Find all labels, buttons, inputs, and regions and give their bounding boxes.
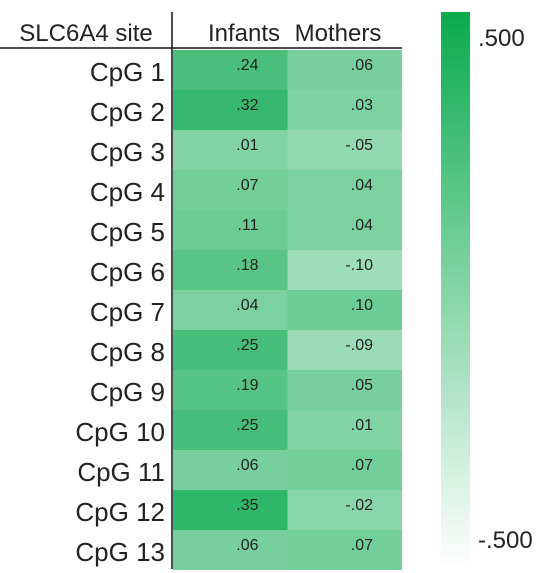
color-scale-legend: .500 -.500: [441, 12, 533, 568]
cell-value-label: .03: [351, 97, 373, 114]
cell-value-label: .11: [237, 217, 258, 234]
row-labels: CpG 1 CpG 2 CpG 3 CpG 4 CpG 5 CpG 6 CpG 7 CpG 8…: [75, 57, 165, 567]
cell-value-label: .07: [351, 457, 373, 474]
cell-value-label: .07: [351, 537, 373, 554]
heatmap-cell: [288, 290, 403, 330]
heatmap-cell: [173, 210, 288, 250]
row-label: CpG 3: [90, 137, 165, 167]
row-label: CpG 9: [90, 377, 165, 407]
heatmap-cell: [173, 50, 288, 90]
row-label: CpG 1: [90, 57, 165, 87]
heatmap-cell: [173, 370, 288, 410]
cell-value-label: .35: [236, 497, 258, 514]
cell-value-label: .06: [351, 57, 373, 74]
heatmap-cell: [173, 290, 288, 330]
cell-value-label: -.09: [345, 337, 373, 354]
row-label: CpG 8: [90, 337, 165, 367]
heatmap-cell: [173, 250, 288, 290]
heatmap-cell: [173, 170, 288, 210]
cell-value-label: .32: [236, 97, 258, 114]
heatmap-cell: [288, 410, 403, 450]
cell-value-label: .10: [351, 297, 373, 314]
row-label: CpG 5: [90, 217, 165, 247]
row-header-label: SLC6A4 site: [19, 20, 152, 47]
heatmap-cell: [173, 490, 288, 530]
heatmap-cell: [288, 50, 403, 90]
row-label: CpG 7: [90, 297, 165, 327]
row-label: CpG 4: [90, 177, 165, 207]
cell-value-label: -.02: [345, 497, 373, 514]
cell-value-label: .24: [236, 57, 258, 74]
row-label: CpG 10: [75, 417, 165, 447]
cell-value-label: .01: [236, 137, 258, 154]
color-scale-bar: [441, 12, 470, 568]
color-scale-max-label: .500: [478, 25, 525, 52]
row-label: CpG 11: [77, 457, 165, 487]
heatmap-cell: [173, 330, 288, 370]
heatmap-cell: [288, 530, 403, 570]
cell-value-label: .25: [236, 337, 258, 354]
heatmap-cell: [173, 410, 288, 450]
column-header-infants: Infants: [208, 20, 280, 47]
cell-value-label: .04: [236, 297, 258, 314]
heatmap-cell: [173, 450, 288, 490]
row-label: CpG 2: [90, 97, 165, 127]
cell-value-label: .19: [236, 377, 258, 394]
cell-value-label: .25: [236, 417, 258, 434]
cell-value-label: .06: [236, 457, 258, 474]
row-label: CpG 13: [75, 537, 165, 567]
cell-value-label: .06: [236, 537, 258, 554]
cell-value-label: -.05: [345, 137, 373, 154]
row-label: CpG 6: [90, 257, 165, 287]
heatmap-cell: [288, 210, 403, 250]
heatmap-cell: [288, 90, 403, 130]
heatmap-cell: [288, 170, 403, 210]
cell-value-label: .04: [351, 177, 373, 194]
color-scale-min-label: -.500: [478, 527, 533, 554]
cell-value-label: .01: [351, 417, 373, 434]
heatmap-cell: [173, 130, 288, 170]
heatmap-cell: [288, 450, 403, 490]
cell-value-label: .18: [236, 257, 258, 274]
cell-value-label: -.10: [345, 257, 373, 274]
cell-value-label: .04: [351, 217, 373, 234]
heatmap-cell: [173, 530, 288, 570]
cell-value-label: .07: [236, 177, 258, 194]
row-label: CpG 12: [75, 497, 165, 527]
cell-value-label: .05: [351, 377, 373, 394]
column-header-mothers: Mothers: [295, 20, 382, 47]
heatmap-cell: [288, 370, 403, 410]
heatmap-cell: [173, 90, 288, 130]
